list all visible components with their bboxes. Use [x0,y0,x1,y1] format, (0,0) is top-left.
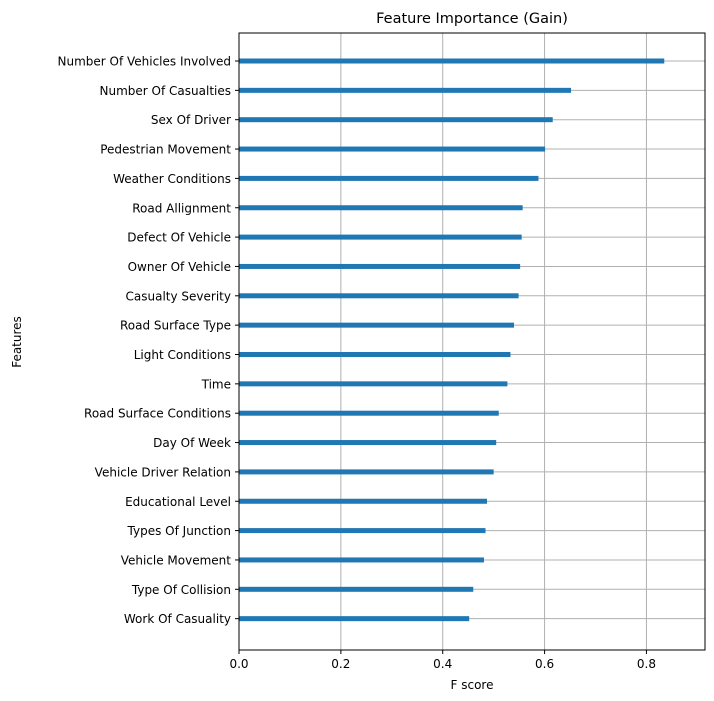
x-axis: 0.0 0.2 0.4 0.6 0.8 [229,650,656,671]
y-tick-label: Time [201,377,231,391]
y-tick-label: Road Surface Conditions [84,407,231,421]
x-axis-label: F score [451,678,494,692]
y-tick-label: Light Conditions [134,348,231,362]
bar [239,263,521,269]
y-tick-label: Defect Of Vehicle [127,231,231,245]
chart-title: Feature Importance (Gain) [376,11,568,27]
bar [239,498,488,504]
bar [239,117,553,123]
bar [239,616,470,622]
bar [239,381,508,387]
x-tick-label: 0.6 [535,657,554,671]
y-tick-label: Road Surface Type [120,319,231,333]
bar [239,352,511,357]
y-tick-label: Day Of Week [153,436,231,450]
plot-frame [238,32,706,651]
y-tick-label: Owner Of Vehicle [128,260,231,274]
bar [239,234,522,240]
bar [239,586,474,592]
bar [239,528,486,534]
y-tick-label: Weather Conditions [113,172,231,186]
x-tick-label: 0.2 [331,657,350,671]
y-tick-label: Road Allignment [132,201,231,215]
x-tick-label: 0.4 [433,657,452,671]
y-tick-label: Work Of Casuality [124,612,231,626]
bar [239,87,572,93]
bar [239,469,494,475]
y-tick-label: Vehicle Driver Relation [95,465,231,479]
bar [239,58,665,64]
x-tick-label: 0.0 [229,657,248,671]
x-tick-label: 0.8 [637,657,656,671]
y-tick-label: Educational Level [125,495,231,509]
bar [239,410,499,416]
bar [239,293,519,299]
bar [239,205,523,211]
y-axis: Number Of Vehicles Involved Number Of Cas… [57,55,239,626]
y-tick-label: Number Of Vehicles Involved [57,55,231,69]
bar [239,557,484,563]
y-tick-label: Pedestrian Movement [100,143,231,157]
bar [239,440,497,446]
bar [239,322,515,328]
y-tick-label: Type Of Collision [131,583,231,597]
y-axis-label: Features [10,316,24,368]
bars-layer [239,58,665,622]
y-tick-label: Casualty Severity [126,289,231,303]
y-tick-label: Vehicle Movement [121,553,232,567]
y-tick-label: Number Of Casualties [100,84,231,98]
bar [239,146,546,152]
y-tick-label: Sex Of Driver [151,113,231,127]
bar [239,175,539,181]
y-tick-label: Types Of Junction [127,524,231,538]
